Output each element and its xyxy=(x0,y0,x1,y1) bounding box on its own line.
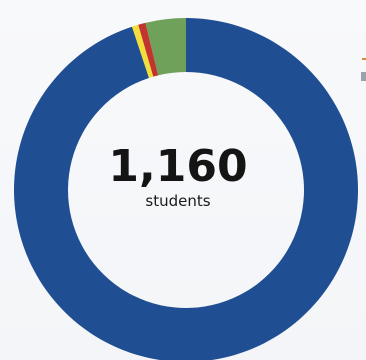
legend-fragment-mark xyxy=(362,58,366,60)
donut-slice-0 xyxy=(14,18,358,360)
donut-slice-1 xyxy=(131,24,154,78)
cropped-legend-fragment xyxy=(358,58,366,88)
legend-fragment-mark xyxy=(361,72,366,81)
donut-slice-3 xyxy=(145,18,186,76)
donut-slice-2 xyxy=(138,22,159,77)
